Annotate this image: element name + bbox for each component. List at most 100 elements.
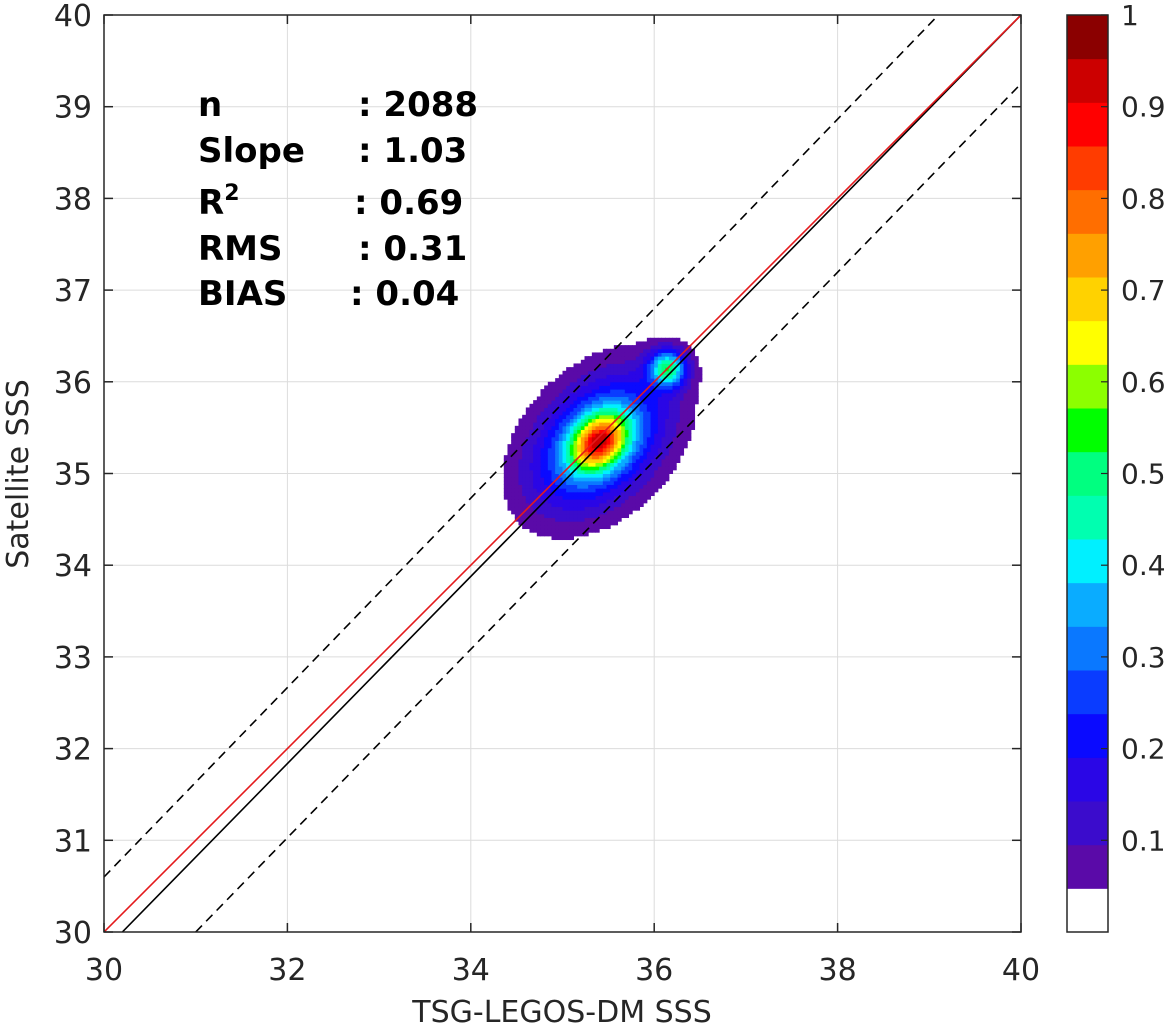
density-cell xyxy=(683,389,688,394)
density-cell xyxy=(573,495,578,500)
density-cell xyxy=(558,488,563,493)
density-cell xyxy=(588,477,593,482)
density-cell xyxy=(547,462,552,467)
density-cell xyxy=(573,392,578,397)
density-cell xyxy=(514,433,519,438)
density-cell xyxy=(599,363,604,368)
density-cell xyxy=(687,414,692,419)
density-cell xyxy=(654,341,659,346)
density-cell xyxy=(602,403,608,408)
density-cell xyxy=(569,389,575,394)
density-cell xyxy=(672,429,677,434)
density-cell xyxy=(657,337,663,342)
density-cell xyxy=(610,466,615,471)
density-cell xyxy=(679,447,685,452)
density-cell xyxy=(668,392,674,397)
density-cell xyxy=(522,517,527,522)
density-cell xyxy=(522,480,527,486)
density-cell xyxy=(566,528,571,533)
density-cell xyxy=(687,378,692,383)
density-cell xyxy=(683,407,688,412)
density-cell xyxy=(610,374,615,379)
density-cell xyxy=(529,455,534,460)
density-cell xyxy=(573,477,578,482)
density-cell xyxy=(657,477,663,482)
density-cell xyxy=(661,396,666,401)
density-cell xyxy=(672,411,677,416)
density-cell xyxy=(588,517,593,522)
density-cell xyxy=(676,341,681,346)
density-cell xyxy=(665,392,670,397)
density-cell xyxy=(632,506,637,511)
density-cell xyxy=(536,440,541,445)
density-cell xyxy=(657,422,663,427)
density-cell xyxy=(544,473,549,478)
density-cell xyxy=(650,488,655,493)
colorbar-segment xyxy=(1067,713,1108,758)
density-cell xyxy=(698,367,703,372)
density-cell xyxy=(511,484,516,489)
y-tick-label: 38 xyxy=(54,182,92,217)
density-cell xyxy=(676,414,681,419)
density-cell xyxy=(665,418,670,423)
density-cell xyxy=(610,378,615,383)
density-cell xyxy=(540,473,545,478)
density-cell xyxy=(562,381,567,386)
density-cell xyxy=(621,458,626,463)
density-cell xyxy=(591,473,597,478)
density-cell xyxy=(668,414,674,419)
density-cell xyxy=(628,345,633,350)
density-cell xyxy=(661,477,666,482)
density-cell xyxy=(621,363,626,368)
density-cell xyxy=(679,389,685,394)
density-cell xyxy=(536,524,541,530)
density-cell xyxy=(624,359,630,364)
density-cell xyxy=(577,400,582,405)
density-cell xyxy=(522,488,527,493)
density-cell xyxy=(511,466,516,471)
density-cell xyxy=(613,403,619,408)
density-cell xyxy=(540,418,545,423)
density-cell xyxy=(514,429,519,434)
density-cell xyxy=(683,403,688,408)
density-cell xyxy=(536,528,541,533)
density-cell xyxy=(588,389,593,394)
density-cell xyxy=(525,436,530,441)
density-cell xyxy=(599,458,604,463)
density-cell xyxy=(672,403,677,408)
density-cell xyxy=(643,455,648,460)
density-cell xyxy=(577,495,582,500)
density-cell xyxy=(511,440,516,445)
density-cell xyxy=(518,422,523,427)
density-cell xyxy=(551,532,556,537)
density-cell xyxy=(665,345,670,350)
density-cell xyxy=(577,458,582,463)
density-cell xyxy=(657,403,663,408)
density-cell xyxy=(690,367,696,372)
density-cell xyxy=(613,477,619,482)
density-cell xyxy=(650,363,655,368)
density-cell xyxy=(613,422,619,427)
density-cell xyxy=(533,411,538,416)
density-cell xyxy=(654,359,659,364)
density-cell xyxy=(639,469,644,474)
density-cell xyxy=(646,429,652,434)
density-cell xyxy=(544,407,549,412)
density-cell xyxy=(672,352,677,357)
density-cell xyxy=(602,513,608,519)
density-cell xyxy=(514,488,519,493)
density-cell xyxy=(646,425,652,430)
density-cell xyxy=(525,513,530,519)
density-cell xyxy=(606,524,611,530)
density-cell xyxy=(676,374,681,379)
density-cell xyxy=(547,451,552,456)
colorbar-segment xyxy=(1067,757,1108,802)
density-cell xyxy=(588,506,593,511)
density-cell xyxy=(566,458,571,463)
density-cell xyxy=(665,455,670,460)
density-cell xyxy=(503,480,508,486)
density-cell xyxy=(514,447,519,452)
density-cell xyxy=(599,451,604,456)
density-cell xyxy=(606,521,611,526)
density-cell xyxy=(599,356,604,361)
